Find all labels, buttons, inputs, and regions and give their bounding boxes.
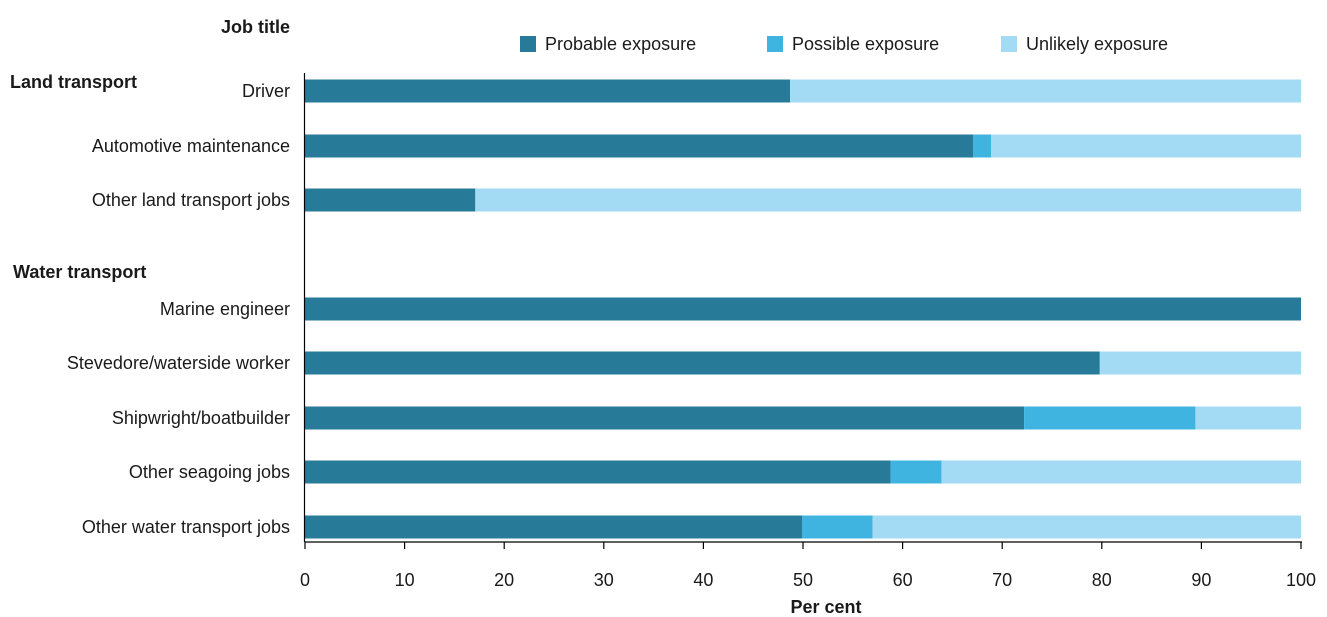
bar-shipwright-boatbuilder-unlikely-exposure xyxy=(1195,406,1301,430)
category-label-other-land-transport-jobs: Other land transport jobs xyxy=(92,190,290,210)
bar-stevedore-waterside-worker-probable-exposure xyxy=(305,351,1100,375)
legend-swatch-unlikely-exposure xyxy=(1001,36,1017,52)
bar-automotive-maintenance-possible-exposure xyxy=(973,134,992,158)
x-tick-label-90: 90 xyxy=(1191,570,1211,590)
bar-other-land-transport-jobs-unlikely-exposure xyxy=(475,188,1301,212)
legend-swatch-probable-exposure xyxy=(520,36,536,52)
bar-stevedore-waterside-worker-unlikely-exposure xyxy=(1099,351,1301,375)
bar-shipwright-boatbuilder-probable-exposure xyxy=(305,406,1025,430)
bar-automotive-maintenance-unlikely-exposure xyxy=(991,134,1301,158)
group-labels: Land transport Water transport xyxy=(10,72,146,282)
x-tick-label-10: 10 xyxy=(395,570,415,590)
x-tick-label-50: 50 xyxy=(793,570,813,590)
category-label-shipwright-boatbuilder: Shipwright/boatbuilder xyxy=(112,408,290,428)
bar-other-seagoing-jobs-probable-exposure xyxy=(305,460,891,484)
bar-driver-unlikely-exposure xyxy=(790,79,1301,103)
bar-other-land-transport-jobs-probable-exposure xyxy=(305,188,476,212)
bar-automotive-maintenance-probable-exposure xyxy=(305,134,974,158)
x-tick-label-80: 80 xyxy=(1092,570,1112,590)
x-axis-title: Per cent xyxy=(790,597,861,617)
category-label-driver: Driver xyxy=(242,81,290,101)
category-label-other-water-transport-jobs: Other water transport jobs xyxy=(82,517,290,537)
x-tick-label-100: 100 xyxy=(1286,570,1316,590)
x-tick-label-0: 0 xyxy=(300,570,310,590)
category-label-marine-engineer: Marine engineer xyxy=(160,299,290,319)
category-label-other-seagoing-jobs: Other seagoing jobs xyxy=(129,462,290,482)
legend-label-unlikely-exposure: Unlikely exposure xyxy=(1026,34,1168,54)
bar-other-water-transport-jobs-unlikely-exposure xyxy=(872,515,1301,539)
x-tick-label-60: 60 xyxy=(893,570,913,590)
bar-marine-engineer-probable-exposure xyxy=(305,297,1301,321)
bar-other-seagoing-jobs-possible-exposure xyxy=(890,460,942,484)
x-ticks: 0 10 20 30 40 50 60 70 80 90 100 xyxy=(300,542,1316,590)
legend-swatch-possible-exposure xyxy=(767,36,783,52)
bar-driver-probable-exposure xyxy=(305,79,791,103)
bar-other-water-transport-jobs-possible-exposure xyxy=(802,515,873,539)
x-tick-label-20: 20 xyxy=(494,570,514,590)
x-tick-label-40: 40 xyxy=(693,570,713,590)
category-label-stevedore-waterside-worker: Stevedore/waterside worker xyxy=(67,353,290,373)
bar-other-water-transport-jobs-probable-exposure xyxy=(305,515,803,539)
x-tick-label-30: 30 xyxy=(594,570,614,590)
job-title-header: Job title xyxy=(221,17,290,37)
bar-other-seagoing-jobs-unlikely-exposure xyxy=(941,460,1301,484)
bars xyxy=(305,79,1301,539)
category-label-automotive-maintenance: Automotive maintenance xyxy=(92,136,290,156)
legend-label-probable-exposure: Probable exposure xyxy=(545,34,696,54)
legend: Probable exposure Possible exposure Unlike… xyxy=(520,34,1168,54)
x-tick-label-70: 70 xyxy=(992,570,1012,590)
group-label-land-transport: Land transport xyxy=(10,72,137,92)
bar-shipwright-boatbuilder-possible-exposure xyxy=(1024,406,1196,430)
category-labels: Driver Automotive maintenance Other land t… xyxy=(67,81,290,537)
group-label-water-transport: Water transport xyxy=(13,262,146,282)
legend-label-possible-exposure: Possible exposure xyxy=(792,34,939,54)
